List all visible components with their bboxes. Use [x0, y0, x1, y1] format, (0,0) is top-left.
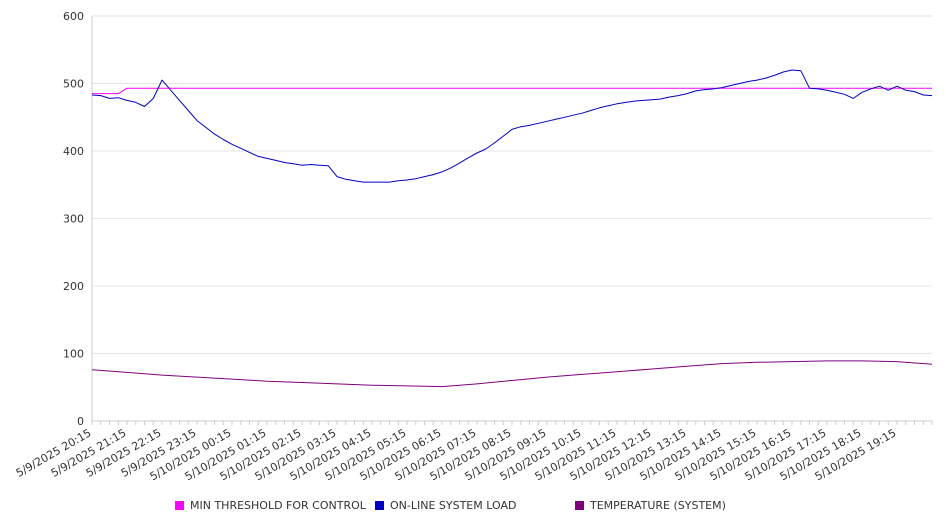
legend-item: MIN THRESHOLD FOR CONTROL: [175, 498, 366, 512]
y-tick-label: 500: [63, 78, 84, 91]
legend-item: ON-LINE SYSTEM LOAD: [375, 498, 516, 512]
series-line-3: [91, 360, 933, 388]
legend-label: MIN THRESHOLD FOR CONTROL: [190, 498, 366, 512]
y-tick-label: 600: [63, 10, 84, 23]
legend-swatch: [575, 500, 584, 510]
y-tick-label: 200: [63, 280, 84, 293]
y-tick-label: 100: [63, 348, 84, 361]
series-lines: [91, 69, 933, 388]
gridlines: [92, 15, 932, 354]
legend-item: TEMPERATURE (SYSTEM): [575, 498, 726, 512]
series-line-1: [92, 87, 932, 95]
legend-label: TEMPERATURE (SYSTEM): [590, 498, 726, 512]
y-tick-label: 400: [63, 145, 84, 158]
legend-label: ON-LINE SYSTEM LOAD: [390, 498, 517, 512]
series-line-2: [91, 69, 933, 183]
y-tick-label: 0: [77, 415, 84, 428]
legend-swatch: [175, 500, 184, 510]
y-tick-label: 300: [63, 213, 84, 226]
legend-swatch: [375, 500, 384, 510]
